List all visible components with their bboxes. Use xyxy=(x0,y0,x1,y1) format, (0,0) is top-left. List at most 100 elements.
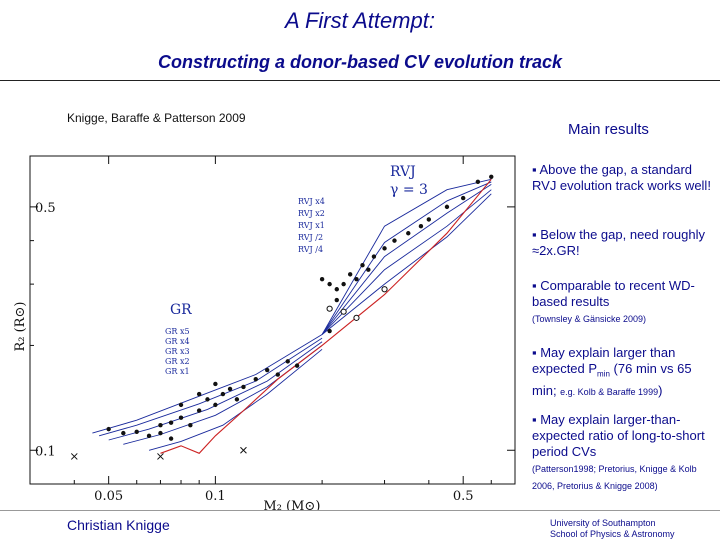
data-point xyxy=(178,402,184,408)
plot-labels: RVJ γ = 3 GR RVJ x4 RVJ x2 RVJ x1 RVJ /2 RVJ /4… xyxy=(165,164,428,376)
cross-point xyxy=(240,446,247,454)
data-point xyxy=(213,402,218,408)
rvj-track xyxy=(321,181,492,335)
rvj-scale-label: RVJ /4 xyxy=(298,245,323,254)
data-point xyxy=(168,436,174,441)
data-point xyxy=(134,429,139,434)
open-point xyxy=(340,308,347,315)
rvj-track xyxy=(321,178,492,335)
slide-title: A First Attempt: xyxy=(285,8,435,33)
data-point xyxy=(475,179,481,185)
data-point xyxy=(227,386,233,392)
data-point xyxy=(253,376,258,382)
gr-track xyxy=(108,341,323,441)
gr-scale-label: GR x3 xyxy=(165,347,190,356)
result-text: (76 min vs 65 min; xyxy=(532,361,692,398)
result-text: ) xyxy=(658,382,663,398)
result-reference: (Townsley & Gänsicke 2009) xyxy=(532,314,647,324)
data-point xyxy=(347,272,353,277)
y-tick-label: 0.1 xyxy=(35,444,56,459)
mass-radius-plot: 0.05 0.1 0.5 0.1 0.5 M₂ (M⊙) R₂ (R⊙) RVJ γ = 3 G… xyxy=(13,155,516,510)
y-axis-label: R₂ (R⊙) xyxy=(13,302,28,352)
data-point xyxy=(327,328,332,334)
gamma-label: γ = 3 xyxy=(390,182,428,198)
data-point xyxy=(354,276,359,282)
data-point xyxy=(178,415,184,420)
result-subscript: min xyxy=(597,369,610,379)
institution: University of Southampton School of Phys… xyxy=(550,518,675,540)
gr-scale-label: GR x2 xyxy=(165,357,190,366)
data-point xyxy=(327,281,332,287)
cross-point xyxy=(157,453,164,460)
rvj-label: RVJ xyxy=(390,164,416,180)
data-point xyxy=(360,262,365,268)
data-point xyxy=(392,238,397,243)
data-point xyxy=(275,372,281,377)
data-points xyxy=(70,174,494,460)
data-point xyxy=(319,276,325,282)
slide-subtitle: Constructing a donor-based CV evolution … xyxy=(157,52,563,72)
data-point xyxy=(366,267,371,272)
result-reference: e.g. Kolb & Baraffe 1999 xyxy=(560,386,659,397)
title-divider xyxy=(0,80,720,81)
result-item: ▪ Comparable to recent WD-based results … xyxy=(532,278,718,327)
result-reference: (Patterson1998; Pretorius, Knigge & Kolb… xyxy=(532,464,697,491)
cross-point xyxy=(70,453,78,460)
rvj-scale-label: RVJ /2 xyxy=(298,233,323,242)
data-point xyxy=(234,397,240,402)
x-tick-label: 0.5 xyxy=(453,489,474,504)
data-point xyxy=(196,408,202,413)
gr-scale-label: GR x1 xyxy=(165,367,190,376)
gr-label: GR xyxy=(170,302,192,318)
gr-scale-label: GR x4 xyxy=(165,337,190,346)
gr-track xyxy=(148,348,323,451)
rvj-scale-label: RVJ x4 xyxy=(298,197,325,206)
data-point xyxy=(285,359,290,364)
results-heading: Main results xyxy=(568,121,649,138)
data-point xyxy=(334,297,339,303)
x-axis-label: M₂ (M⊙) xyxy=(263,499,320,510)
result-item: ▪ Below the gap, need roughly ≈2x.GR! xyxy=(532,227,706,258)
data-point xyxy=(121,430,126,436)
result-text: ▪ Comparable to recent WD-based results xyxy=(532,278,695,309)
open-point xyxy=(381,286,388,293)
result-item: ▪ May explain larger than expected Pmin … xyxy=(532,345,718,400)
data-point xyxy=(382,246,387,251)
model-tracks xyxy=(92,178,492,454)
institution-line: University of Southampton xyxy=(550,518,656,528)
open-point xyxy=(353,314,360,321)
data-point xyxy=(188,423,193,428)
data-point xyxy=(220,391,226,397)
data-point xyxy=(106,426,111,432)
rvj-scale-label: RVJ x2 xyxy=(298,209,325,218)
rvj-scale-label: RVJ x1 xyxy=(298,221,325,230)
data-point xyxy=(241,384,246,390)
data-point xyxy=(158,423,163,428)
gr-track xyxy=(98,337,323,437)
open-point xyxy=(326,305,333,312)
empirical-track xyxy=(160,178,492,454)
data-point xyxy=(406,231,411,236)
data-point xyxy=(264,367,270,373)
data-point xyxy=(294,363,300,368)
footer-divider xyxy=(0,510,720,511)
data-point xyxy=(146,433,152,439)
result-text: ▪ May explain larger than expected P xyxy=(532,345,676,376)
x-tick-label: 0.1 xyxy=(205,489,226,504)
data-point xyxy=(489,174,494,180)
data-point xyxy=(205,397,210,402)
result-item: ▪ Above the gap, a standard RVJ evolutio… xyxy=(532,162,711,193)
rvj-track xyxy=(321,189,492,335)
data-point xyxy=(196,391,202,397)
result-text: ▪ May explain larger-than-expected ratio… xyxy=(532,412,705,459)
data-point xyxy=(418,224,424,229)
data-point xyxy=(213,381,218,387)
plot-frame xyxy=(29,155,516,485)
data-point xyxy=(158,430,163,436)
figure-citation: Knigge, Baraffe & Patterson 2009 xyxy=(67,111,246,125)
author-name: Christian Knigge xyxy=(67,517,170,533)
rvj-track xyxy=(321,184,492,335)
data-point xyxy=(341,281,346,287)
axis-ticks: 0.05 0.1 0.5 0.1 0.5 M₂ (M⊙) R₂ (R⊙) xyxy=(13,156,515,510)
data-point xyxy=(168,420,174,425)
